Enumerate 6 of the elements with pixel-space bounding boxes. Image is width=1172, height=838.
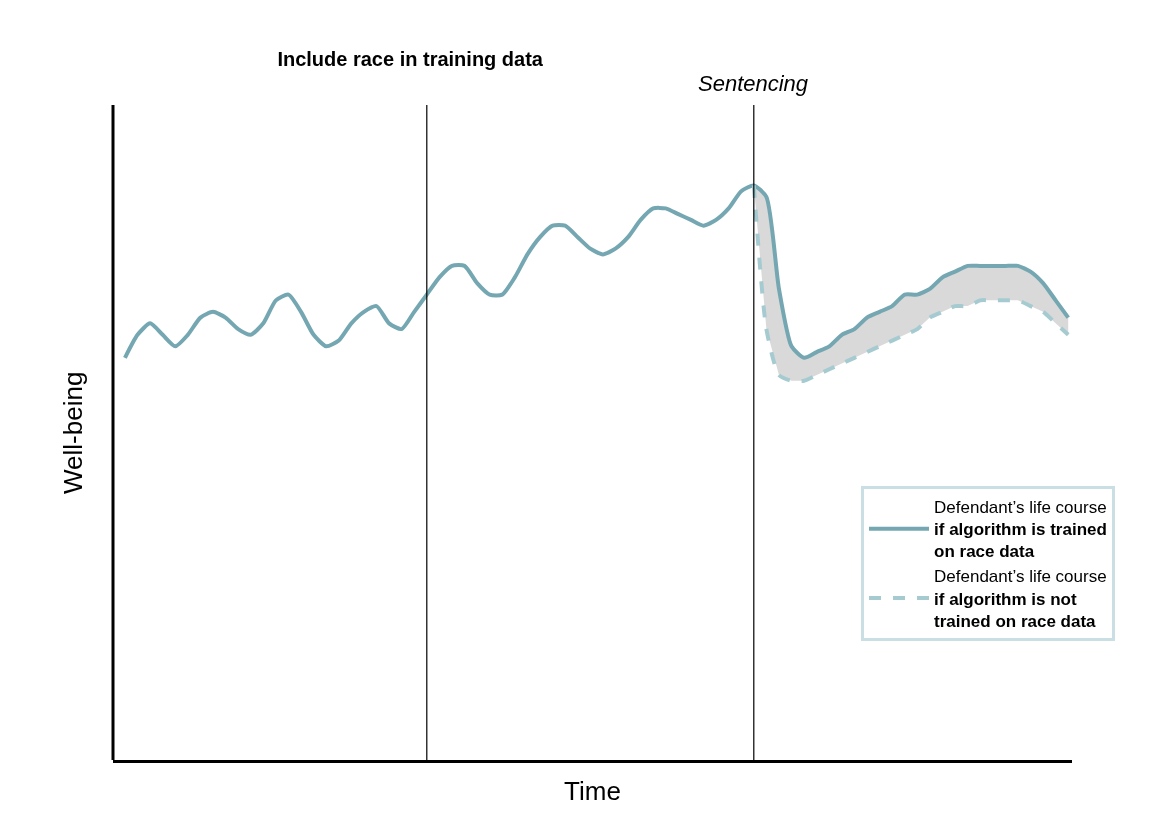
chart-title: Include race in training data	[277, 47, 544, 70]
text: Sentencing	[698, 71, 809, 96]
x-axis-title: Time	[564, 775, 621, 806]
y-axis-title: Well-being	[57, 371, 88, 494]
legend-label: Defendant’s life course if algorithm is trained on race data	[934, 498, 1107, 562]
legend-label: Defendant’s life course if algorithm is not trained on race data	[934, 567, 1107, 631]
